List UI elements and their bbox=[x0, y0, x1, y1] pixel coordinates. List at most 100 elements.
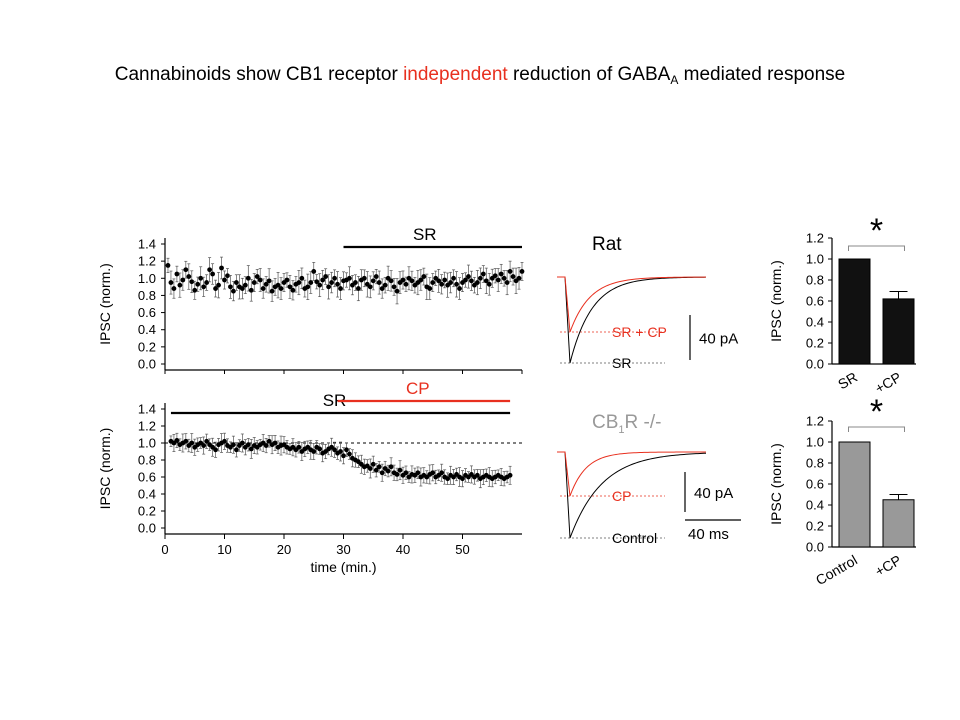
data-point bbox=[427, 286, 433, 291]
data-point bbox=[382, 282, 388, 288]
data-point bbox=[370, 278, 376, 284]
data-point bbox=[451, 275, 456, 281]
data-point bbox=[439, 470, 445, 476]
data-point bbox=[486, 281, 492, 287]
scale-bar-x-label: 40 ms bbox=[688, 526, 729, 543]
y-tick-label: 1.0 bbox=[138, 436, 156, 451]
data-point bbox=[231, 288, 236, 294]
data-point bbox=[234, 280, 239, 285]
data-point bbox=[403, 281, 409, 287]
x-tick-label: 50 bbox=[455, 542, 469, 557]
data-point bbox=[254, 274, 260, 279]
bar-y-tick-label: 1.2 bbox=[806, 414, 824, 429]
data-point bbox=[376, 280, 382, 285]
data-point bbox=[201, 443, 207, 448]
data-point bbox=[379, 470, 385, 476]
data-point bbox=[430, 280, 436, 285]
x-tick-label: 40 bbox=[396, 542, 410, 557]
bar-y-tick-label: 0.2 bbox=[806, 519, 824, 534]
data-point bbox=[379, 286, 385, 291]
data-point bbox=[323, 274, 329, 279]
data-point bbox=[239, 286, 245, 291]
drug-bar-label-sr: SR bbox=[413, 225, 437, 244]
y-tick-label: 0.8 bbox=[138, 288, 156, 303]
panel-title-cb1r: CB1R -/- bbox=[592, 412, 661, 436]
trace-sr-cp bbox=[557, 276, 707, 333]
data-point bbox=[201, 284, 207, 290]
data-point bbox=[445, 476, 451, 482]
bar-y-tick-label: 0.6 bbox=[806, 477, 824, 492]
data-point bbox=[317, 446, 323, 452]
y-tick-label: 0.6 bbox=[138, 305, 156, 320]
data-point bbox=[317, 282, 323, 288]
data-point bbox=[326, 284, 332, 290]
bar-y-tick-label: 0.4 bbox=[806, 315, 824, 330]
bar-y-tick-label: 1.0 bbox=[806, 252, 824, 267]
data-point bbox=[418, 277, 424, 283]
data-point bbox=[376, 464, 382, 470]
data-point bbox=[171, 286, 177, 291]
data-point bbox=[272, 440, 278, 446]
data-point bbox=[466, 274, 471, 279]
bar-y-tick-label: 0.4 bbox=[806, 498, 824, 513]
data-point bbox=[192, 287, 198, 293]
y-tick-label: 0.6 bbox=[138, 470, 156, 485]
data-point bbox=[234, 447, 239, 453]
data-point bbox=[507, 269, 513, 274]
data-point bbox=[311, 269, 317, 274]
data-point bbox=[174, 271, 180, 277]
y-axis-label: IPSC (norm.) bbox=[97, 428, 113, 510]
data-point bbox=[448, 280, 453, 285]
data-point bbox=[504, 280, 510, 285]
data-point bbox=[296, 280, 302, 285]
y-tick-label: 1.4 bbox=[138, 237, 156, 252]
x-tick-label: 30 bbox=[336, 542, 350, 557]
data-point bbox=[373, 274, 379, 279]
data-point bbox=[207, 267, 213, 273]
data-point bbox=[174, 438, 180, 443]
data-point bbox=[510, 274, 516, 279]
significance-bracket bbox=[848, 245, 905, 251]
data-point bbox=[400, 277, 406, 283]
bar-y-tick-label: 0.0 bbox=[806, 357, 824, 372]
scale-bar-y-label: 40 pA bbox=[694, 485, 733, 502]
data-point bbox=[332, 447, 337, 453]
data-point bbox=[213, 447, 218, 453]
data-point bbox=[311, 449, 317, 454]
data-point bbox=[344, 447, 349, 453]
bar-control bbox=[838, 441, 871, 548]
data-point bbox=[477, 275, 483, 281]
bar-y-tick-label: 0.6 bbox=[806, 294, 824, 309]
bar-y-tick-label: 0.8 bbox=[806, 456, 824, 471]
data-point bbox=[168, 280, 174, 285]
data-point bbox=[361, 275, 367, 281]
trace-label-red: SR + CP bbox=[612, 324, 667, 340]
x-tick-label: 20 bbox=[277, 542, 291, 557]
data-point bbox=[495, 277, 501, 283]
trace-cp bbox=[557, 451, 706, 497]
data-point bbox=[189, 440, 195, 446]
data-point bbox=[251, 280, 257, 285]
data-point bbox=[266, 278, 272, 284]
data-point bbox=[195, 281, 201, 287]
data-point bbox=[353, 280, 358, 285]
y-tick-label: 1.4 bbox=[138, 402, 156, 417]
drug-bar-label-cp: CP bbox=[406, 379, 430, 398]
data-point bbox=[231, 442, 236, 448]
y-tick-label: 1.2 bbox=[138, 419, 156, 434]
data-point bbox=[225, 273, 230, 279]
data-point bbox=[338, 449, 343, 454]
data-point bbox=[501, 275, 507, 281]
data-point bbox=[177, 282, 183, 288]
data-point bbox=[290, 287, 296, 293]
data-point bbox=[275, 282, 281, 288]
title-part1: Cannabinoids show CB1 receptor bbox=[114, 64, 404, 85]
data-point bbox=[480, 271, 486, 277]
y-tick-label: 0.4 bbox=[138, 487, 156, 502]
y-tick-label: 0.8 bbox=[138, 453, 156, 468]
data-point bbox=[198, 275, 204, 281]
data-point bbox=[391, 284, 397, 290]
data-point bbox=[180, 277, 186, 283]
data-point bbox=[474, 472, 480, 478]
